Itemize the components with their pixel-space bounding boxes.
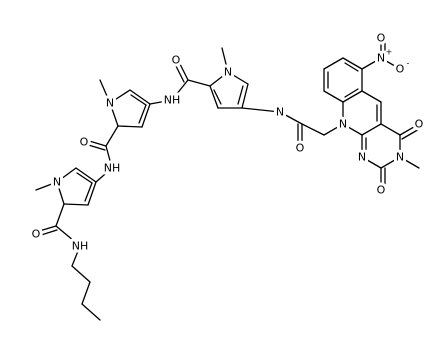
bond xyxy=(71,265,91,283)
atom-label: N xyxy=(224,66,232,79)
bond xyxy=(380,57,401,70)
atom-label: NH xyxy=(104,162,121,175)
bond xyxy=(85,139,107,147)
bond xyxy=(380,123,401,136)
bond xyxy=(84,143,106,151)
bond xyxy=(171,79,189,101)
bond xyxy=(323,90,344,103)
bond xyxy=(76,172,93,184)
bond xyxy=(399,123,420,136)
bond xyxy=(84,182,93,202)
bond xyxy=(323,57,344,70)
atom-label: O xyxy=(396,63,405,76)
bond xyxy=(323,123,344,136)
atom-label: O xyxy=(296,142,305,155)
atom-label: N xyxy=(106,97,114,110)
bond xyxy=(55,203,65,227)
bond xyxy=(399,156,420,169)
bond xyxy=(187,79,211,87)
bond xyxy=(149,99,173,105)
bond xyxy=(342,123,363,136)
atom-label: N xyxy=(396,151,404,164)
atom-label: O xyxy=(172,54,181,67)
atom-label: NH xyxy=(72,240,89,253)
atom-label: O xyxy=(415,118,424,131)
bond xyxy=(71,245,81,267)
bond xyxy=(342,57,363,70)
bond xyxy=(227,71,249,85)
bond xyxy=(95,167,113,183)
atom-label: N xyxy=(53,176,61,189)
bond xyxy=(81,303,101,321)
atom-label: O xyxy=(32,228,41,241)
bond xyxy=(75,167,97,183)
bond xyxy=(99,79,111,104)
bond xyxy=(109,89,131,104)
bond xyxy=(241,83,249,109)
atom-label: O xyxy=(377,32,386,45)
bond xyxy=(105,145,113,169)
bond xyxy=(301,123,325,136)
bond xyxy=(129,89,151,105)
atom-label: O xyxy=(80,136,89,149)
bond xyxy=(213,89,222,105)
bond xyxy=(87,181,97,206)
bond xyxy=(209,85,219,109)
bond xyxy=(241,107,281,113)
atom-label: N xyxy=(358,151,366,164)
atom-label: N xyxy=(377,52,385,65)
bond xyxy=(221,47,229,73)
bond xyxy=(138,104,147,124)
bond xyxy=(141,103,151,128)
bond xyxy=(35,181,58,191)
atom-label: NH xyxy=(164,94,181,107)
bond xyxy=(130,94,147,106)
bond xyxy=(35,225,57,233)
bonds xyxy=(35,37,422,321)
bond xyxy=(56,167,77,183)
bond xyxy=(361,156,382,169)
bond xyxy=(237,85,244,105)
bond xyxy=(109,102,119,127)
bond xyxy=(401,127,422,140)
atom-label: N xyxy=(339,118,347,131)
atom-label: N xyxy=(276,106,284,119)
atom-label: O xyxy=(377,184,386,197)
bond xyxy=(177,59,189,81)
bond xyxy=(209,71,229,87)
bond xyxy=(342,90,363,103)
bond xyxy=(361,123,382,136)
atom-charge: - xyxy=(407,59,410,68)
bond xyxy=(344,88,359,98)
bond xyxy=(117,125,143,128)
bond xyxy=(37,229,58,237)
bond xyxy=(105,125,119,147)
atom-charge: + xyxy=(386,48,393,57)
bond xyxy=(55,225,81,247)
bond xyxy=(361,57,382,70)
bond xyxy=(344,62,359,72)
atom-labels: O N + O - N O N O N O N N O NH N O NH N … xyxy=(29,29,427,256)
bond xyxy=(380,156,401,169)
bond xyxy=(81,281,91,305)
bond xyxy=(361,90,382,103)
bond xyxy=(279,111,303,125)
bond xyxy=(173,61,185,83)
bond xyxy=(56,181,65,205)
bond xyxy=(63,203,89,206)
